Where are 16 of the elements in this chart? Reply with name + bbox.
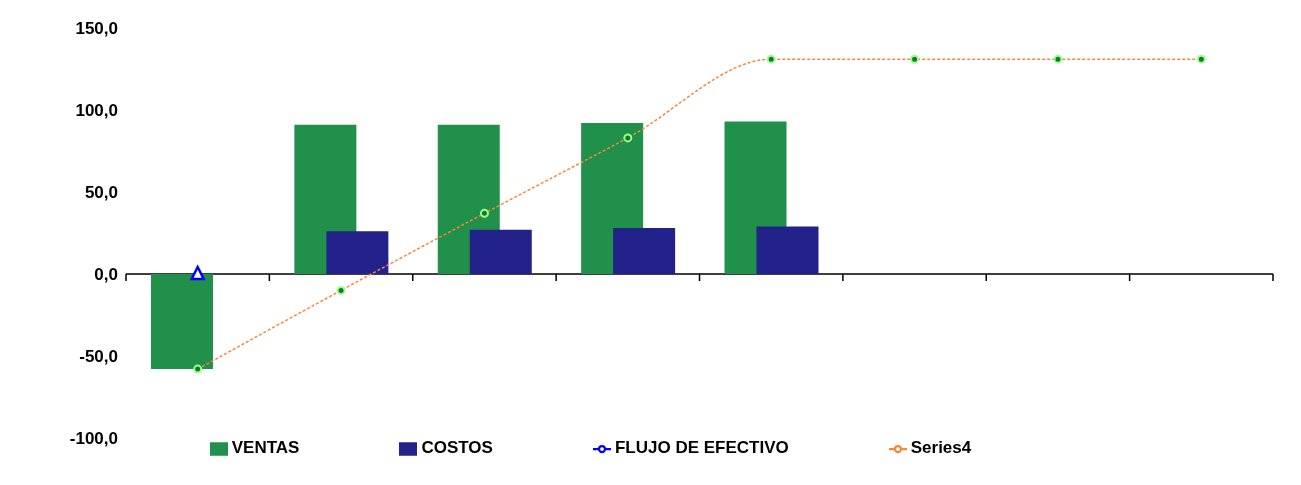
y-tick-label: -50,0 <box>79 347 118 367</box>
legend-label: Series4 <box>910 438 972 457</box>
y-tick-label: 0,0 <box>94 265 118 285</box>
bar <box>613 228 676 274</box>
y-tick-label: -100,0 <box>69 429 118 449</box>
y-tick-label: 50,0 <box>84 183 118 203</box>
legend-label: COSTOS <box>421 438 493 457</box>
bar <box>756 226 819 274</box>
bar <box>151 274 213 370</box>
y-tick-label: 100,0 <box>75 101 118 121</box>
point <box>190 265 205 281</box>
y-tick-label: 150,0 <box>75 19 118 39</box>
bar <box>469 229 532 274</box>
legend-label: FLUJO DE EFECTIVO <box>614 438 789 457</box>
bar <box>326 231 389 274</box>
legend-label: VENTAS <box>231 438 300 457</box>
